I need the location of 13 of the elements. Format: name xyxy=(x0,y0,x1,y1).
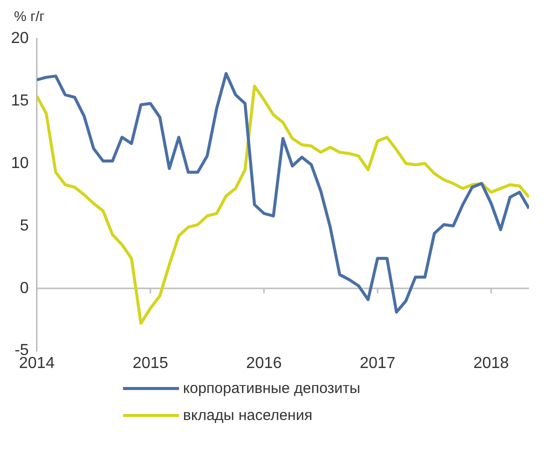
y-axis-title: % г/г xyxy=(13,8,46,26)
x-tick-label: 2014 xyxy=(19,354,55,372)
legend-label: корпоративные депозиты xyxy=(183,380,360,397)
y-tick-label: 0 xyxy=(20,280,29,297)
x-tick-label: 2017 xyxy=(360,354,396,372)
y-tick-label: 10 xyxy=(11,154,29,172)
x-tick-label: 2015 xyxy=(132,354,168,372)
x-tick-label: 2016 xyxy=(246,354,282,372)
y-tick-label: 20 xyxy=(11,30,29,48)
legend-label: вклады населения xyxy=(183,407,312,424)
y-tick-label: 15 xyxy=(11,92,29,110)
y-tick-label: 5 xyxy=(20,217,29,234)
x-tick-label: 2018 xyxy=(473,354,510,372)
